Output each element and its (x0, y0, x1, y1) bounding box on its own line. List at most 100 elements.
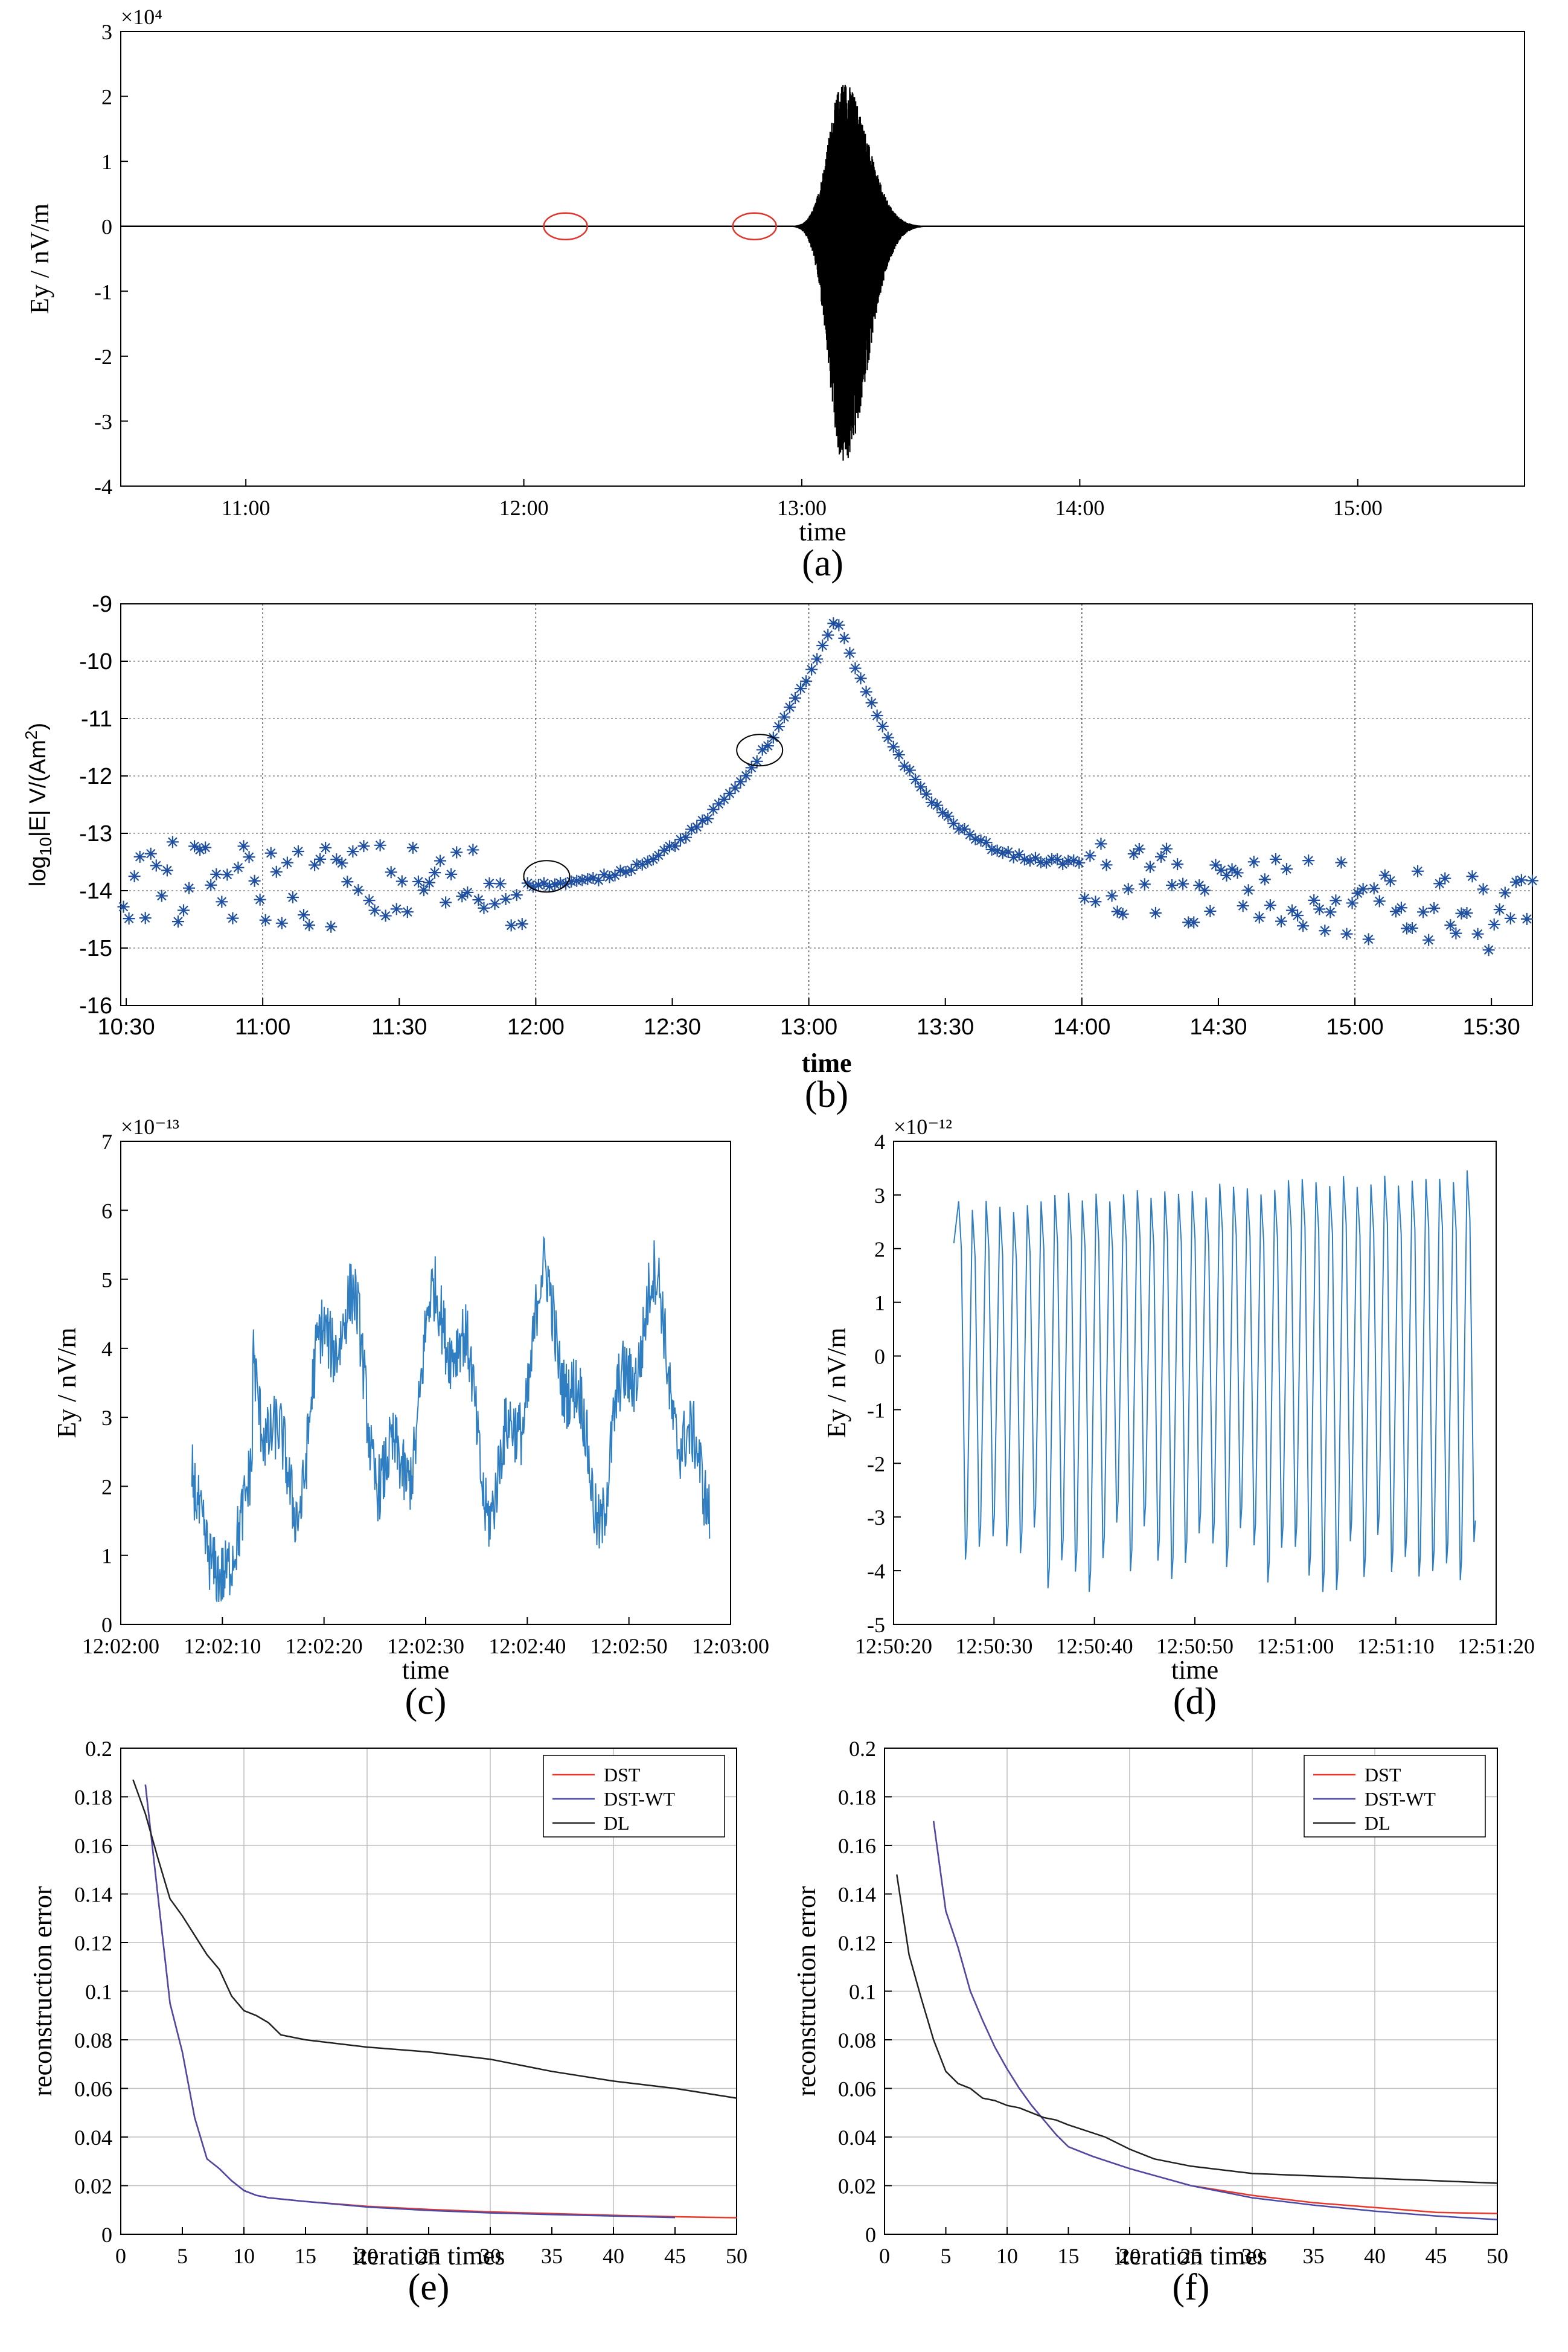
d-xtick-label: 12:50:50 (1156, 1634, 1234, 1658)
f-ytick-label: 0.08 (838, 2028, 876, 2052)
b-point (1389, 905, 1402, 918)
b-point (330, 853, 343, 866)
a-ytick-label: 1 (101, 150, 112, 174)
b-point (341, 876, 354, 888)
d-y-exponent: ×10⁻¹² (894, 1115, 952, 1139)
b-point (226, 912, 239, 924)
e-ytick-label: 0.06 (74, 2077, 112, 2101)
b-point (581, 873, 594, 886)
b-point (423, 876, 436, 889)
b-point (947, 817, 960, 830)
b-point (357, 840, 370, 853)
b-point (909, 773, 921, 786)
b-point (816, 639, 829, 652)
b-point (734, 775, 747, 788)
e-xtick-label: 45 (664, 2244, 686, 2268)
b-point (385, 866, 397, 879)
f-ytick-label: 0.1 (849, 1980, 876, 2004)
a-ytick-label: -4 (94, 475, 112, 499)
b-point (292, 845, 304, 857)
b-point (915, 781, 927, 793)
b-point (1433, 877, 1446, 890)
c-xtick-label: 12:02:10 (184, 1634, 261, 1658)
b-point (1209, 859, 1222, 871)
b-xtick-label: 12:30 (644, 1014, 701, 1040)
c-panel-label: (c) (405, 1681, 447, 1722)
e-series-dl (132, 1779, 737, 2099)
f-legend-label: DL (1365, 1812, 1390, 1834)
chart-b: -16 -15 -14 -13 -12 -11 -10 -9 10:30 11:00 11:30 12… (22, 592, 1538, 1115)
b-point (1471, 928, 1484, 940)
b-point (887, 740, 900, 753)
chart-a: -4 -3 -2 -1 0 1 2 3 11:00 12:00 13:00 14:00 15:00 ×10… (25, 5, 1525, 584)
b-point (931, 799, 944, 812)
f-ytick-label: 0.14 (838, 1883, 876, 1907)
b-point (647, 853, 659, 866)
b-point (1149, 906, 1162, 919)
a-xtick-label: 14:00 (1055, 496, 1104, 520)
f-ytick-label: 0 (865, 2223, 876, 2247)
b-point (1111, 905, 1124, 918)
b-point (1171, 858, 1184, 871)
b-point (680, 831, 693, 844)
b-xlabel: time (801, 1048, 851, 1078)
a-xtick-label: 13:00 (777, 496, 827, 520)
b-point (1428, 902, 1441, 914)
b-point (827, 617, 840, 630)
e-ylabel: reconstruction error (28, 1886, 57, 2097)
b-point (1444, 919, 1457, 932)
e-ytick-label: 0.02 (74, 2174, 112, 2199)
b-xtick-label: 14:30 (1189, 1014, 1247, 1040)
c-xlabel: time (402, 1655, 449, 1685)
f-ylabel: reconstruction error (792, 1886, 821, 2097)
f-series-dl (896, 1874, 1498, 2184)
b-point (281, 856, 293, 869)
f-ytick-label: 0.02 (838, 2174, 876, 2199)
b-point (1095, 838, 1107, 850)
b-ytick-label: -12 (79, 764, 112, 789)
b-point (183, 882, 196, 894)
b-point (1520, 912, 1533, 925)
b-point (707, 803, 720, 816)
b-point (1220, 869, 1233, 882)
c-xtick-label: 12:02:20 (286, 1634, 363, 1658)
d-xtick-label: 12:50:30 (955, 1634, 1032, 1658)
b-point (352, 884, 365, 897)
b-point (467, 844, 479, 856)
b-point (248, 874, 261, 887)
b-point (1188, 916, 1200, 929)
c-ylabel: Ey / nV/m (52, 1327, 82, 1438)
b-point (1029, 851, 1042, 864)
b-point (232, 861, 245, 874)
e-xtick-label: 15 (295, 2244, 316, 2268)
b-point (702, 812, 714, 825)
b-point (1450, 927, 1462, 940)
b-point (1193, 879, 1206, 892)
b-point (1515, 874, 1528, 886)
b-point (641, 855, 654, 868)
d-xlabel: time (1171, 1655, 1218, 1685)
b-point (347, 845, 359, 858)
b-point (150, 859, 162, 872)
a-ylabel: Ey / nV/m (25, 203, 54, 314)
b-point (1482, 944, 1495, 957)
b-xtick-label: 11:30 (371, 1014, 427, 1040)
b-point (139, 912, 152, 924)
c-xtick-label: 12:02:00 (82, 1634, 159, 1658)
b-point (712, 798, 725, 810)
b-point (1067, 854, 1080, 867)
b-point (571, 874, 583, 887)
b-point (969, 833, 982, 845)
b-point (1018, 853, 1031, 866)
b-point (658, 844, 670, 857)
b-point (898, 760, 910, 772)
b-point (625, 864, 638, 876)
chart-d: -5 -4 -3 -2 -1 0 1 2 3 4 12:50:20 12:50:30 12:50:40 1… (822, 1115, 1535, 1722)
d-xtick-label: 12:51:10 (1357, 1634, 1435, 1658)
b-point (429, 867, 441, 879)
b-point (1127, 848, 1140, 860)
e-xtick-label: 30 (479, 2244, 501, 2268)
b-xtick-label: 13:30 (917, 1014, 974, 1040)
e-ytick-label: 0.04 (74, 2126, 112, 2150)
b-point (964, 828, 976, 841)
